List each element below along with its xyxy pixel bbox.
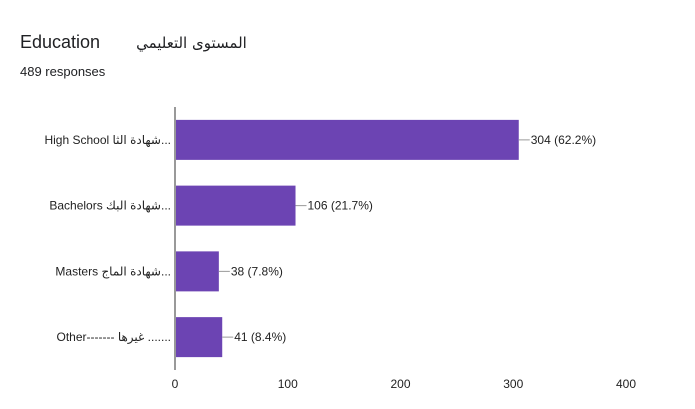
question-title: Education — [20, 32, 101, 52]
category-label-3: Other------- غيرها ....... — [56, 330, 171, 345]
category-label-1: Bachelors شهادة البك... — [49, 199, 171, 213]
title-row: Education المستوى التعليمي — [20, 32, 247, 53]
x-tick-label-3: 300 — [503, 377, 523, 391]
x-tick-label-4: 400 — [616, 377, 636, 391]
category-label-0: High School شهادة الثا... — [44, 133, 171, 147]
bar-1 — [176, 185, 296, 226]
x-tick-label-1: 100 — [278, 377, 298, 391]
bars-group: High School شهادة الثا... 304 (62.2%) Bach… — [44, 119, 596, 358]
value-label-1: 106 (21.7%) — [308, 199, 373, 213]
response-count: 489 responses — [20, 64, 106, 79]
bar-2 — [176, 251, 219, 292]
value-label-2: 38 (7.8%) — [231, 264, 283, 278]
bar-0 — [176, 119, 519, 160]
bar-3 — [176, 317, 223, 358]
x-tick-label-2: 200 — [390, 377, 410, 391]
x-ticks-group: 0 100 200 300 400 — [172, 377, 637, 391]
x-tick-label-0: 0 — [172, 377, 179, 391]
question-title-arabic: المستوى التعليمي — [136, 34, 247, 52]
category-label-2: Masters شهادة الماج... — [55, 264, 171, 278]
chart-header: Education المستوى التعليمي — [20, 32, 247, 53]
value-label-3: 41 (8.4%) — [234, 330, 286, 344]
value-label-0: 304 (62.2%) — [531, 133, 596, 147]
